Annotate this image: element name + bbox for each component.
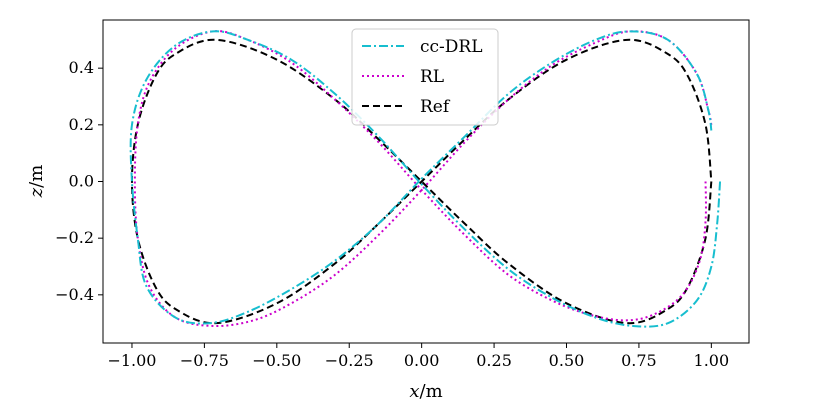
x-tick-label: −0.25 [325,351,374,370]
x-tick-label: 0.50 [549,351,585,370]
series-layer [129,30,722,328]
x-tick-label: −1.00 [107,351,156,370]
x-tick-label: 0.00 [404,351,440,370]
legend-box [351,28,499,126]
y-tick-label: 0.0 [69,172,94,191]
x-axis-label: x/m [409,381,442,402]
series-line-ref [130,38,713,325]
series-line-cc-drl [129,30,722,328]
y-axis-label-unit: /m [26,165,47,188]
legend-label-ref: Ref [420,97,451,117]
x-tick-label: 0.75 [621,351,657,370]
y-axis-label-var: z [26,187,47,198]
legend: cc-DRL RL Ref [351,28,499,126]
y-tick-label: 0.4 [69,58,94,77]
x-axis-label-unit: /m [420,381,443,402]
series-line-rl [133,30,713,328]
y-tick-label: −0.2 [55,228,94,247]
x-tick-label: 1.00 [694,351,730,370]
y-tick-label: −0.4 [55,285,94,304]
x-tick-label: −0.75 [180,351,229,370]
ticks-layer: −1.00 −0.75 −0.50 −0.25 0.00 0.25 0.50 0.75 1.00… [55,58,729,370]
x-tick-label: 0.25 [476,351,512,370]
legend-label-cc-drl: cc-DRL [420,37,483,57]
y-tick-label: 0.2 [69,115,94,134]
x-tick-label: −0.50 [252,351,301,370]
legend-label-rl: RL [420,67,444,87]
x-axis-label-var: x [409,381,419,402]
y-axis-label: z/m [26,165,47,199]
